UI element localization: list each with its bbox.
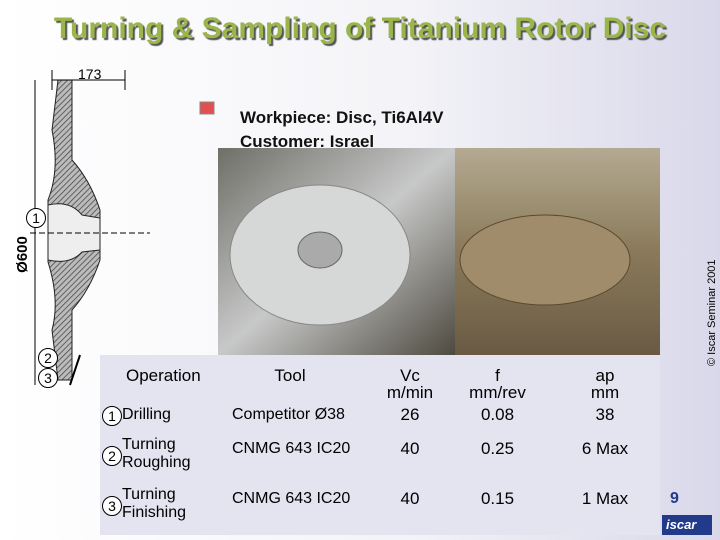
table-cell: 38: [595, 405, 615, 424]
table-cell: 0.08: [480, 405, 515, 424]
table-cell: 6 Max: [581, 439, 629, 458]
photo-part: [459, 214, 631, 306]
bullet: [199, 101, 215, 115]
copyright: © Iscar Seminar 2001: [706, 259, 718, 366]
table-header: f mm/rev: [469, 366, 526, 402]
diameter-label: Ø600: [13, 236, 31, 273]
table-cell: 0.25: [480, 439, 515, 458]
table-header: ap mm: [590, 366, 620, 402]
row-number: 2: [102, 446, 122, 466]
table-cell: CNMG 643 IC20: [232, 490, 351, 507]
table-cell: 0.15: [480, 489, 515, 508]
table-header: Vc m/min: [386, 366, 434, 402]
table-cell: CNMG 643 IC20: [232, 440, 351, 457]
table-header: Operation: [126, 366, 201, 385]
table-cell: 40: [400, 489, 420, 508]
table-bg: [100, 355, 660, 535]
callout: 2: [38, 348, 58, 368]
logo-bg: [662, 515, 712, 535]
page-number: 9: [670, 490, 679, 507]
table-cell: Competitor Ø38: [232, 406, 345, 423]
table-cell: Turning Finishing: [122, 486, 187, 521]
photo-part: [297, 231, 343, 269]
callout: 1: [26, 208, 46, 228]
logo: iscar: [666, 517, 697, 532]
table-cell: 40: [400, 439, 420, 458]
callout: 3: [38, 368, 58, 388]
title: Turning & Sampling of Titanium Rotor Dis…: [53, 12, 667, 45]
table-cell: 26: [400, 405, 420, 424]
table-header: Tool: [274, 366, 306, 385]
info-line: Workpiece: Disc, Ti6Al4V: [240, 108, 444, 127]
row-number: 1: [102, 406, 122, 426]
table-cell: 1 Max: [581, 489, 629, 508]
disc-section: [30, 70, 150, 386]
row-number: 3: [102, 496, 122, 516]
width-label: 173: [78, 66, 102, 82]
table-cell: Drilling: [122, 406, 171, 423]
table-cell: Turning Roughing: [122, 436, 191, 471]
info-line: Customer: Israel: [240, 132, 375, 151]
